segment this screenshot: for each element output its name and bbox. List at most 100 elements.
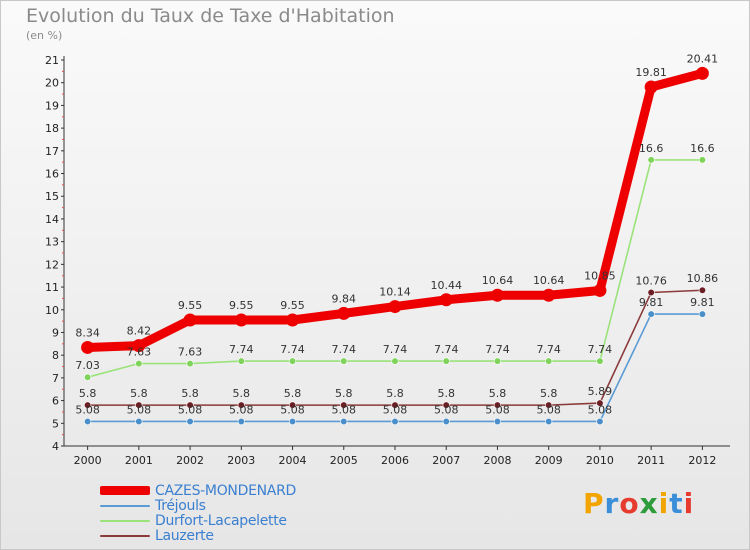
data-point-lauzerte xyxy=(84,401,92,409)
data-label-cazes-mondenard: 9.55 xyxy=(280,299,305,312)
y-tick-label: 4 xyxy=(52,440,59,453)
legend-label-lauzerte: Lauzerte xyxy=(155,528,214,544)
data-point-durfort-lacapelette xyxy=(186,359,194,368)
data-point-lauzerte xyxy=(391,401,399,409)
data-point-trejouls xyxy=(698,310,706,318)
data-point-trejouls xyxy=(237,417,245,426)
y-tick-label: 13 xyxy=(45,236,59,249)
legend-item-durfort-lacapelette: Durfort-Lacapelette xyxy=(100,513,360,529)
legend-label-durfort-lacapelette: Durfort-Lacapelette xyxy=(155,513,287,529)
legend-swatch-durfort-lacapelette xyxy=(100,520,150,522)
x-tick-label: 2006 xyxy=(381,454,409,467)
data-label-durfort-lacapelette: 7.74 xyxy=(588,343,613,356)
data-point-trejouls xyxy=(545,417,553,426)
data-label-durfort-lacapelette: 7.74 xyxy=(383,343,408,356)
data-label-lauzerte: 5.8 xyxy=(233,387,251,400)
x-tick-label: 2009 xyxy=(535,454,563,467)
data-label-durfort-lacapelette: 7.74 xyxy=(332,343,357,356)
proxiti-logo: Proxiti xyxy=(583,487,694,520)
chart-title: Evolution du Taux de Taxe d'Habitation xyxy=(26,5,395,27)
data-point-cazes-mondenard xyxy=(183,313,197,327)
data-label-lauzerte: 5.8 xyxy=(79,387,97,400)
x-tick-label: 2010 xyxy=(586,454,614,467)
data-point-durfort-lacapelette xyxy=(391,357,399,365)
data-point-trejouls xyxy=(391,417,399,426)
data-label-lauzerte: 5.89 xyxy=(588,385,613,398)
y-axis-unit-label: (en %) xyxy=(26,29,63,42)
data-point-cazes-mondenard xyxy=(81,340,95,354)
y-tick-label: 17 xyxy=(45,145,59,158)
data-point-durfort-lacapelette xyxy=(237,357,245,365)
y-tick-label: 5 xyxy=(52,417,59,430)
data-point-lauzerte xyxy=(288,401,297,409)
data-point-cazes-mondenard xyxy=(593,283,607,297)
data-label-cazes-mondenard: 9.55 xyxy=(178,299,203,312)
data-label-cazes-mondenard: 10.44 xyxy=(430,279,462,292)
data-point-durfort-lacapelette xyxy=(493,357,502,365)
data-point-durfort-lacapelette xyxy=(647,156,655,164)
x-tick-label: 2001 xyxy=(125,454,153,467)
data-label-trejouls: 5.08 xyxy=(434,403,459,416)
x-tick-label: 2011 xyxy=(637,454,665,467)
data-label-cazes-mondenard: 8.42 xyxy=(127,325,152,338)
data-label-lauzerte: 5.8 xyxy=(181,387,199,400)
data-label-lauzerte: 5.8 xyxy=(335,387,353,400)
data-label-lauzerte: 5.8 xyxy=(540,387,558,400)
y-tick-label: 6 xyxy=(52,395,59,408)
data-point-cazes-mondenard xyxy=(542,288,556,302)
data-point-lauzerte xyxy=(596,399,604,407)
data-label-cazes-mondenard: 10.64 xyxy=(482,274,514,287)
data-label-lauzerte: 5.8 xyxy=(284,387,302,400)
y-tick-label: 14 xyxy=(45,213,59,226)
legend-item-cazes-mondenard: CAZES-MONDENARD xyxy=(100,483,360,499)
x-tick-label: 2004 xyxy=(279,454,307,467)
logo-letter: i xyxy=(658,487,670,520)
data-point-lauzerte xyxy=(698,286,706,294)
data-point-durfort-lacapelette xyxy=(545,357,553,365)
data-label-durfort-lacapelette: 7.74 xyxy=(434,343,459,356)
data-label-trejouls: 5.08 xyxy=(588,403,613,416)
data-label-cazes-mondenard: 20.41 xyxy=(687,52,719,65)
data-label-lauzerte: 5.8 xyxy=(386,387,404,400)
data-label-lauzerte: 5.8 xyxy=(489,387,507,400)
data-point-cazes-mondenard xyxy=(337,306,351,320)
legend-item-lauzerte: Lauzerte xyxy=(100,528,360,544)
data-label-lauzerte: 5.8 xyxy=(437,387,455,400)
data-label-durfort-lacapelette: 7.74 xyxy=(485,343,510,356)
x-tick-label: 2000 xyxy=(74,454,102,467)
y-tick-label: 8 xyxy=(52,349,59,362)
data-label-trejouls: 5.08 xyxy=(75,403,100,416)
x-tick-label: 2008 xyxy=(483,454,511,467)
x-tick-label: 2003 xyxy=(227,454,255,467)
data-label-durfort-lacapelette: 7.63 xyxy=(127,346,152,359)
y-tick-label: 12 xyxy=(45,258,59,271)
y-tick-label: 21 xyxy=(45,54,59,67)
data-label-cazes-mondenard: 8.34 xyxy=(75,326,100,339)
y-tick-label: 18 xyxy=(45,122,59,135)
data-point-cazes-mondenard xyxy=(490,288,504,302)
logo-letter: P xyxy=(583,487,605,520)
data-point-cazes-mondenard xyxy=(644,80,658,94)
data-label-trejouls: 5.08 xyxy=(127,403,152,416)
data-label-trejouls: 5.08 xyxy=(229,403,254,416)
data-label-trejouls: 5.08 xyxy=(485,403,510,416)
y-tick-label: 15 xyxy=(45,190,59,203)
data-label-durfort-lacapelette: 7.74 xyxy=(280,343,305,356)
data-point-durfort-lacapelette xyxy=(135,359,143,368)
y-tick-label: 20 xyxy=(45,77,59,90)
data-label-trejouls: 5.08 xyxy=(383,403,408,416)
legend-swatch-cazes-mondenard xyxy=(100,486,150,495)
data-label-durfort-lacapelette: 7.63 xyxy=(178,346,203,359)
data-point-trejouls xyxy=(84,417,92,426)
data-point-durfort-lacapelette xyxy=(596,357,604,365)
data-label-trejouls: 9.81 xyxy=(690,296,715,309)
data-label-durfort-lacapelette: 16.6 xyxy=(639,142,664,155)
data-label-cazes-mondenard: 10.85 xyxy=(584,269,616,282)
data-label-cazes-mondenard: 19.81 xyxy=(635,66,667,79)
y-tick-label: 7 xyxy=(52,372,59,385)
data-point-trejouls xyxy=(288,417,297,426)
x-tick-label: 2002 xyxy=(176,454,204,467)
data-label-durfort-lacapelette: 16.6 xyxy=(690,142,715,155)
